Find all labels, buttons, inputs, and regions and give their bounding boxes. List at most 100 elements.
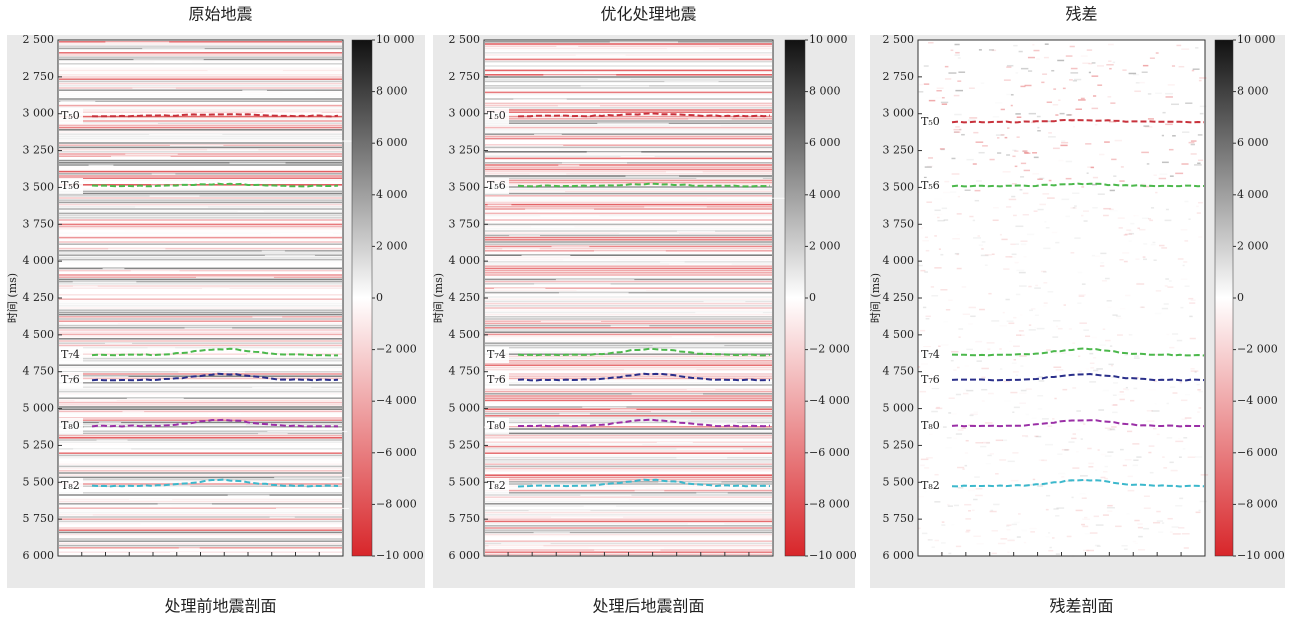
residual-speck [970, 315, 976, 318]
residual-speck [1053, 508, 1059, 510]
residual-speck [957, 234, 960, 236]
residual-speck [934, 235, 937, 237]
residual-speck [922, 306, 927, 309]
residual-speck [925, 318, 930, 320]
residual-speck [1072, 192, 1080, 194]
residual-speck [1072, 467, 1080, 469]
residual-speck [941, 521, 945, 523]
residual-speck [1184, 240, 1189, 242]
seismic-reflector [59, 500, 342, 503]
seismic-fragment [493, 287, 546, 290]
seismic-fragment [556, 45, 579, 48]
residual-speck [1071, 496, 1074, 499]
residual-speck [952, 524, 955, 526]
residual-speck [1045, 494, 1051, 497]
y-tick-label: 5 500 [883, 475, 915, 488]
seismic-reflector [59, 294, 342, 296]
residual-speck [1019, 355, 1027, 357]
seismic-reflector [485, 470, 772, 472]
residual-speck [1142, 64, 1149, 67]
residual-speck [1039, 203, 1046, 206]
seismic-reflector [59, 219, 342, 221]
residual-speck [1199, 77, 1207, 79]
seismic-reflector [485, 406, 772, 408]
seismic-reflector [485, 52, 772, 54]
residual-speck [1108, 363, 1114, 366]
residual-speck [1161, 522, 1165, 524]
y-tick-label: 5 250 [23, 438, 55, 451]
seismic-reflector [485, 505, 772, 507]
residual-speck [1051, 69, 1055, 72]
residual-speck [1052, 103, 1059, 106]
residual-speck [950, 49, 954, 52]
seismic-reflector [485, 412, 772, 415]
seismic-fragment [209, 169, 245, 171]
residual-speck [1100, 262, 1103, 264]
residual-speck [1103, 214, 1109, 217]
residual-speck [919, 329, 926, 332]
colorbar-tick-label: −4 000 [376, 394, 417, 407]
residual-speck [1106, 300, 1112, 302]
residual-speck [1132, 73, 1140, 76]
seismic-reflector [485, 269, 772, 272]
residual-speck [1147, 93, 1152, 95]
seismic-fragment [529, 173, 567, 175]
horizon-label-box [59, 347, 83, 363]
seismic-reflector [59, 342, 342, 344]
residual-speck [1032, 478, 1036, 481]
residual-speck [1078, 370, 1082, 373]
residual-speck [954, 113, 962, 116]
residual-speck [1006, 206, 1012, 208]
residual-speck [953, 94, 960, 97]
horizon-label: T₈0 [487, 419, 506, 432]
seismic-reflector [59, 430, 342, 432]
seismic-fragment [258, 433, 288, 435]
colorbar-tick-label: 4 000 [1237, 188, 1269, 201]
horizon-line [91, 113, 339, 118]
residual-speck [1134, 543, 1138, 545]
seismic-reflector [485, 437, 772, 439]
seismic-reflector [59, 401, 342, 404]
residual-speck [1139, 81, 1145, 84]
seismic-reflector [59, 353, 342, 355]
seismic-reflector [485, 316, 772, 318]
residual-speck [1037, 129, 1041, 132]
residual-speck [1155, 290, 1162, 292]
seismic-reflector [485, 441, 772, 443]
residual-speck [1011, 195, 1016, 198]
residual-speck [951, 173, 960, 175]
residual-speck [1112, 394, 1117, 397]
seismic-reflector [485, 428, 772, 430]
seismic-fragment [555, 279, 635, 281]
seismic-fragment [276, 507, 350, 510]
seismic-reflector [59, 142, 342, 144]
residual-speck [1155, 313, 1162, 315]
residual-speck [975, 488, 983, 490]
residual-speck [1070, 72, 1079, 74]
residual-speck [1006, 66, 1012, 68]
seismic-fragment [594, 549, 661, 551]
seismic-reflector [59, 373, 342, 375]
residual-speck [1043, 282, 1048, 284]
residual-speck [1074, 237, 1081, 239]
residual-speck [1014, 165, 1018, 168]
residual-speck [1190, 299, 1196, 302]
residual-speck [1129, 399, 1135, 402]
residual-speck [1055, 369, 1064, 371]
residual-speck [944, 180, 950, 183]
residual-speck [1021, 244, 1027, 246]
residual-speck [981, 241, 986, 243]
seismic-fragment [543, 74, 617, 76]
residual-speck [1127, 489, 1135, 492]
seismic-reflector [59, 41, 342, 43]
seismic-reflector [59, 82, 342, 85]
residual-speck [1156, 520, 1164, 522]
seismic-reflector [59, 235, 342, 237]
seismic-reflector [59, 536, 342, 538]
residual-speck [995, 134, 1004, 136]
residual-speck [1109, 189, 1115, 192]
seismic-reflector [59, 465, 342, 468]
residual-speck [1143, 495, 1150, 498]
seismic-reflector [485, 362, 772, 364]
residual-speck [955, 545, 962, 548]
